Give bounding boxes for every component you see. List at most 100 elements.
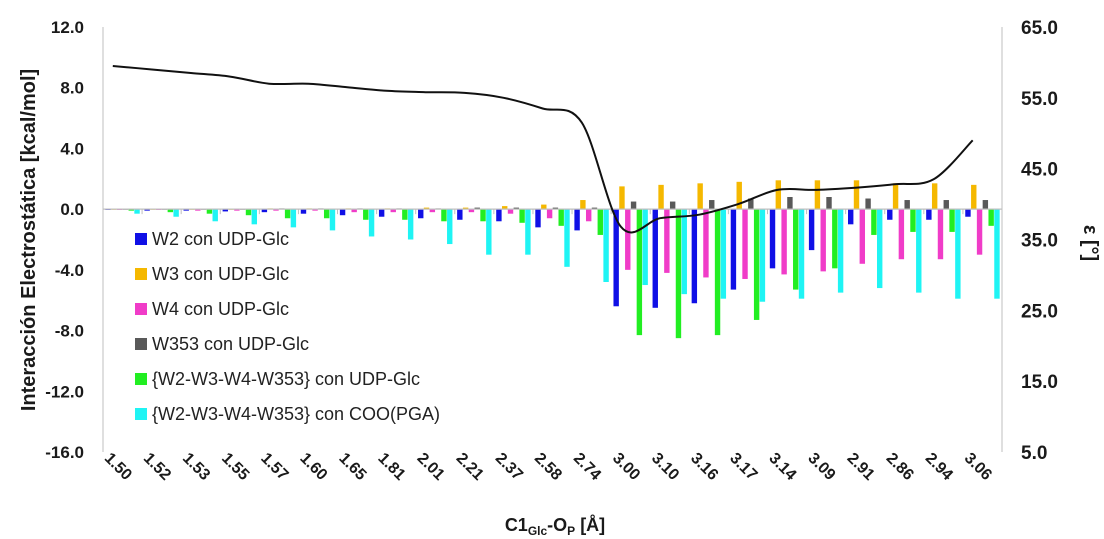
- bar: [887, 209, 893, 220]
- x-tick-label: 2.74: [570, 450, 604, 484]
- bar: [390, 209, 396, 213]
- bar: [793, 209, 799, 290]
- bar: [691, 209, 698, 304]
- x-tick-label: 1.53: [179, 450, 213, 484]
- legend-label: {W2-W3-W4-W353} con UDP-Glc: [152, 369, 420, 389]
- bar: [195, 209, 201, 211]
- bar: [781, 209, 787, 275]
- bar: [658, 184, 664, 210]
- bar: [931, 183, 938, 210]
- bar: [558, 209, 564, 226]
- bar: [681, 209, 687, 295]
- bar: [351, 209, 357, 213]
- legend-label: W4 con UDP-Glc: [152, 299, 289, 319]
- bar: [994, 209, 1000, 299]
- bar: [730, 209, 737, 290]
- bar: [525, 209, 531, 255]
- bar: [976, 209, 983, 255]
- x-tick-label: 1.55: [218, 450, 252, 484]
- bar: [808, 209, 815, 251]
- bar: [669, 201, 676, 210]
- bar: [787, 197, 793, 210]
- x-title-sub2: P: [567, 524, 575, 538]
- bar: [943, 200, 949, 210]
- bar: [652, 209, 658, 308]
- bar: [574, 209, 580, 231]
- bar: [474, 207, 480, 210]
- bar: [937, 209, 944, 260]
- bar: [480, 209, 486, 222]
- bar: [714, 209, 721, 336]
- x-tick-labels: 1.50 1.52 1.53 1.55 1.57 1.60 1.65 1.81 2.01 2.21…: [101, 450, 995, 484]
- bar: [585, 209, 592, 222]
- x-title-mid: -O: [547, 515, 567, 535]
- bar: [591, 207, 598, 210]
- y2-tick-label: 5.0: [1021, 443, 1047, 464]
- bar: [234, 209, 240, 211]
- x-axis-title: C1Glc-OP [Å]: [505, 515, 605, 538]
- bar: [457, 209, 463, 220]
- bar: [167, 209, 174, 213]
- x-tick-label: 3.17: [726, 450, 760, 484]
- y-tick-label: -16.0: [45, 443, 84, 462]
- bar: [988, 209, 994, 226]
- bar: [619, 186, 625, 210]
- legend-label: W353 con UDP-Glc: [152, 334, 309, 354]
- bar: [748, 198, 754, 210]
- bar: [183, 209, 189, 211]
- bar: [625, 209, 631, 270]
- bar: [290, 209, 297, 228]
- x-tick-label: 1.81: [374, 450, 408, 484]
- x-tick-label: 2.01: [414, 450, 448, 484]
- y-tick-labels: 12.0 8.0 4.0 0.0 -4.0 -8.0 -12.0 -16.0: [45, 18, 84, 462]
- bar: [871, 209, 877, 235]
- bar: [675, 209, 682, 339]
- bar: [630, 201, 637, 210]
- bar: [877, 209, 883, 289]
- bar: [418, 209, 424, 219]
- x-tick-label: 3.16: [687, 450, 721, 484]
- bar: [720, 209, 727, 299]
- bar: [261, 209, 268, 213]
- x-tick-label: 3.10: [648, 450, 682, 484]
- bar: [636, 209, 643, 336]
- bar: [814, 180, 821, 210]
- bar: [892, 183, 899, 210]
- legend-swatch: [135, 373, 147, 385]
- bar: [312, 209, 318, 211]
- bar: [703, 209, 709, 278]
- bar: [447, 209, 453, 245]
- bar: [742, 209, 748, 279]
- bar: [323, 209, 330, 219]
- bar: [910, 209, 916, 232]
- x-tick-label: 3.06: [961, 450, 995, 484]
- bar: [642, 209, 648, 286]
- y-tick-label: 0.0: [60, 200, 84, 219]
- y-tick-label: 4.0: [60, 139, 84, 158]
- bar: [759, 209, 766, 302]
- y2-axis-title: ε [°]: [1079, 225, 1101, 261]
- bar: [273, 209, 279, 211]
- bar: [709, 200, 715, 210]
- bar: [965, 209, 971, 217]
- legend-label: W2 con UDP-Glc: [152, 229, 289, 249]
- y2-tick-labels: 65.0 55.0 45.0 35.0 25.0 15.0 5.0: [1021, 18, 1058, 464]
- x-tick-label: 2.58: [531, 450, 565, 484]
- y2-tick-label: 25.0: [1021, 301, 1058, 322]
- bar: [580, 200, 586, 210]
- x-tick-label: 1.57: [257, 450, 291, 484]
- bar: [955, 209, 961, 299]
- y2-tick-label: 15.0: [1021, 372, 1058, 393]
- bar: [916, 209, 922, 293]
- y-tick-label: 12.0: [51, 18, 84, 37]
- x-tick-label: 1.60: [296, 450, 330, 484]
- y-tick-label: -12.0: [45, 382, 84, 401]
- bar: [820, 209, 826, 272]
- bar: [496, 209, 502, 222]
- bar: [597, 209, 603, 235]
- bar: [222, 209, 228, 212]
- bar: [144, 209, 150, 211]
- bar: [134, 209, 140, 214]
- bar: [613, 209, 619, 307]
